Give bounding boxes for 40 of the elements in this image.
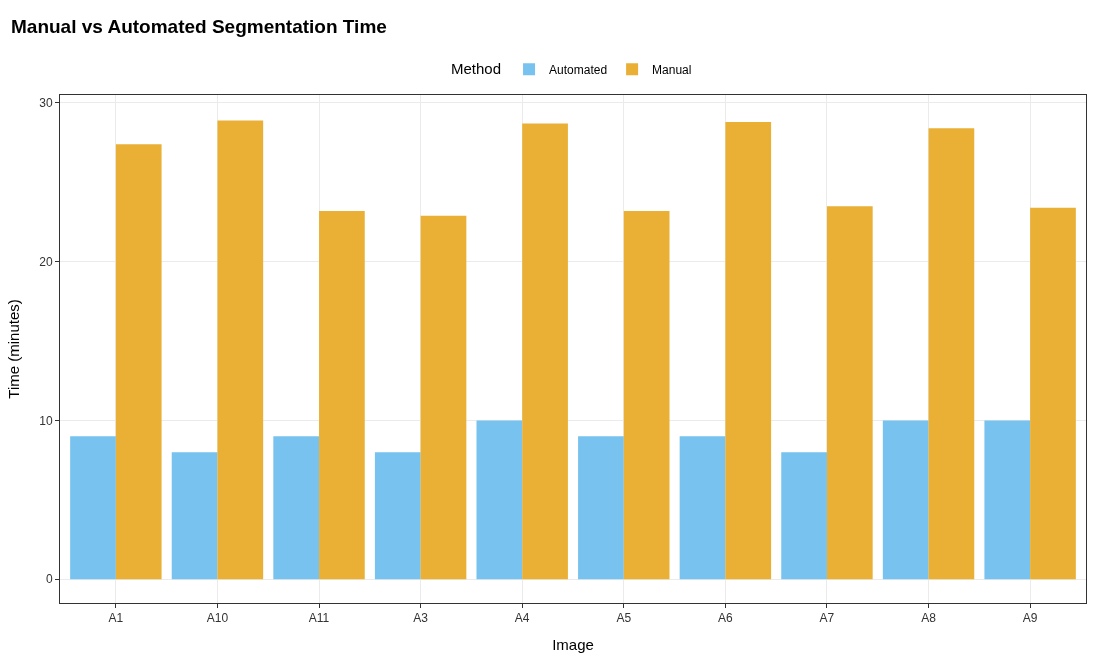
legend-label: Manual: [652, 63, 692, 78]
bar: [623, 210, 670, 580]
bar: [781, 452, 827, 580]
bar: [1030, 207, 1076, 580]
chart-title: Manual vs Automated Segmentation Time: [11, 16, 387, 38]
bar: [420, 215, 467, 580]
bar: [374, 452, 421, 580]
y-tick-label: 10: [39, 413, 53, 428]
bar: [70, 436, 116, 580]
x-tick-label: A9: [1022, 611, 1038, 626]
bar: [319, 210, 365, 580]
bar: [725, 121, 772, 580]
bar: [826, 206, 873, 580]
x-tick-label: A1: [108, 611, 124, 626]
x-tick-label: A5: [616, 611, 632, 626]
bar: [273, 436, 320, 580]
bar: [522, 123, 568, 580]
bar: [578, 436, 624, 580]
y-tick-label: 20: [39, 254, 53, 269]
x-tick-label: A4: [514, 611, 530, 626]
bar: [928, 128, 975, 580]
bar: [115, 144, 162, 580]
x-tick-label: A7: [819, 611, 835, 626]
bar: [217, 120, 264, 580]
y-axis-title: Time (minutes): [5, 299, 23, 399]
legend-title: Method: [451, 60, 502, 78]
y-tick-label: 30: [39, 96, 53, 111]
x-tick-label: A8: [921, 611, 937, 626]
legend-label: Automated: [549, 63, 608, 78]
bar: [679, 436, 726, 580]
bar: [984, 420, 1031, 580]
bar: [882, 420, 929, 580]
x-tick-label: A3: [413, 611, 429, 626]
x-tick-label: A10: [206, 611, 229, 626]
bar: [171, 452, 218, 580]
x-tick-label: A6: [718, 611, 734, 626]
y-tick-label: 0: [45, 572, 53, 587]
x-axis-title: Image: [552, 636, 594, 654]
bar: [476, 420, 523, 580]
x-tick-label: A11: [308, 611, 330, 626]
